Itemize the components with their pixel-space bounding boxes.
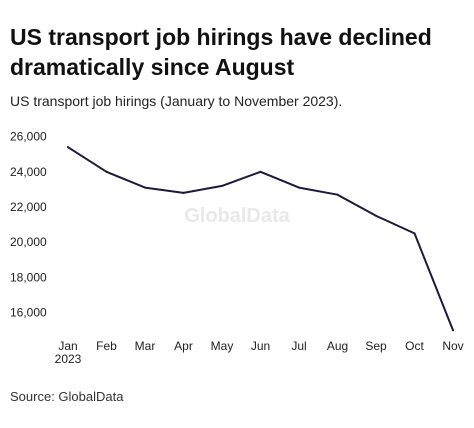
y-tick-label: 22,000 xyxy=(10,200,47,214)
data-point xyxy=(221,184,223,187)
watermark-text: GlobalData xyxy=(184,205,290,227)
series-line xyxy=(67,146,454,332)
x-tick-label: Jul xyxy=(291,339,306,353)
x-tick-label: Oct xyxy=(405,339,424,353)
x-tick-sublabel: 2023 xyxy=(55,352,82,366)
y-tick-label: 16,000 xyxy=(10,306,47,320)
x-tick-label: Apr xyxy=(174,339,193,353)
x-tick-label: Feb xyxy=(96,339,117,353)
chart-subtitle: US transport job hirings (January to Nov… xyxy=(10,93,343,109)
data-point xyxy=(452,329,454,332)
y-axis: 16,000 18,000 20,000 22,000 24,000 26,000 xyxy=(10,130,47,320)
x-tick-label: Aug xyxy=(327,339,348,353)
x-tick-label: Jan xyxy=(58,339,77,353)
data-point xyxy=(259,170,262,173)
data-point xyxy=(413,232,416,235)
y-tick-label: 20,000 xyxy=(10,235,47,249)
x-tick-label: Mar xyxy=(135,339,156,353)
y-tick-label: 18,000 xyxy=(10,270,47,284)
data-point xyxy=(105,170,108,173)
x-tick-label: May xyxy=(211,339,234,353)
source-note: Source: GlobalData xyxy=(10,389,124,404)
data-point xyxy=(298,186,300,189)
data-point xyxy=(336,193,339,196)
series-layer xyxy=(67,146,454,332)
x-tick-label: Nov xyxy=(442,339,463,353)
data-point xyxy=(182,191,185,194)
data-point xyxy=(144,186,146,189)
y-tick-label: 26,000 xyxy=(10,130,47,144)
x-tick-label: Sep xyxy=(365,339,387,353)
data-point xyxy=(67,146,69,149)
chart-title: US transport job hirings have declined d… xyxy=(10,24,432,80)
y-tick-label: 24,000 xyxy=(10,165,47,179)
data-point xyxy=(375,214,377,217)
x-tick-label: Jun xyxy=(251,339,270,353)
